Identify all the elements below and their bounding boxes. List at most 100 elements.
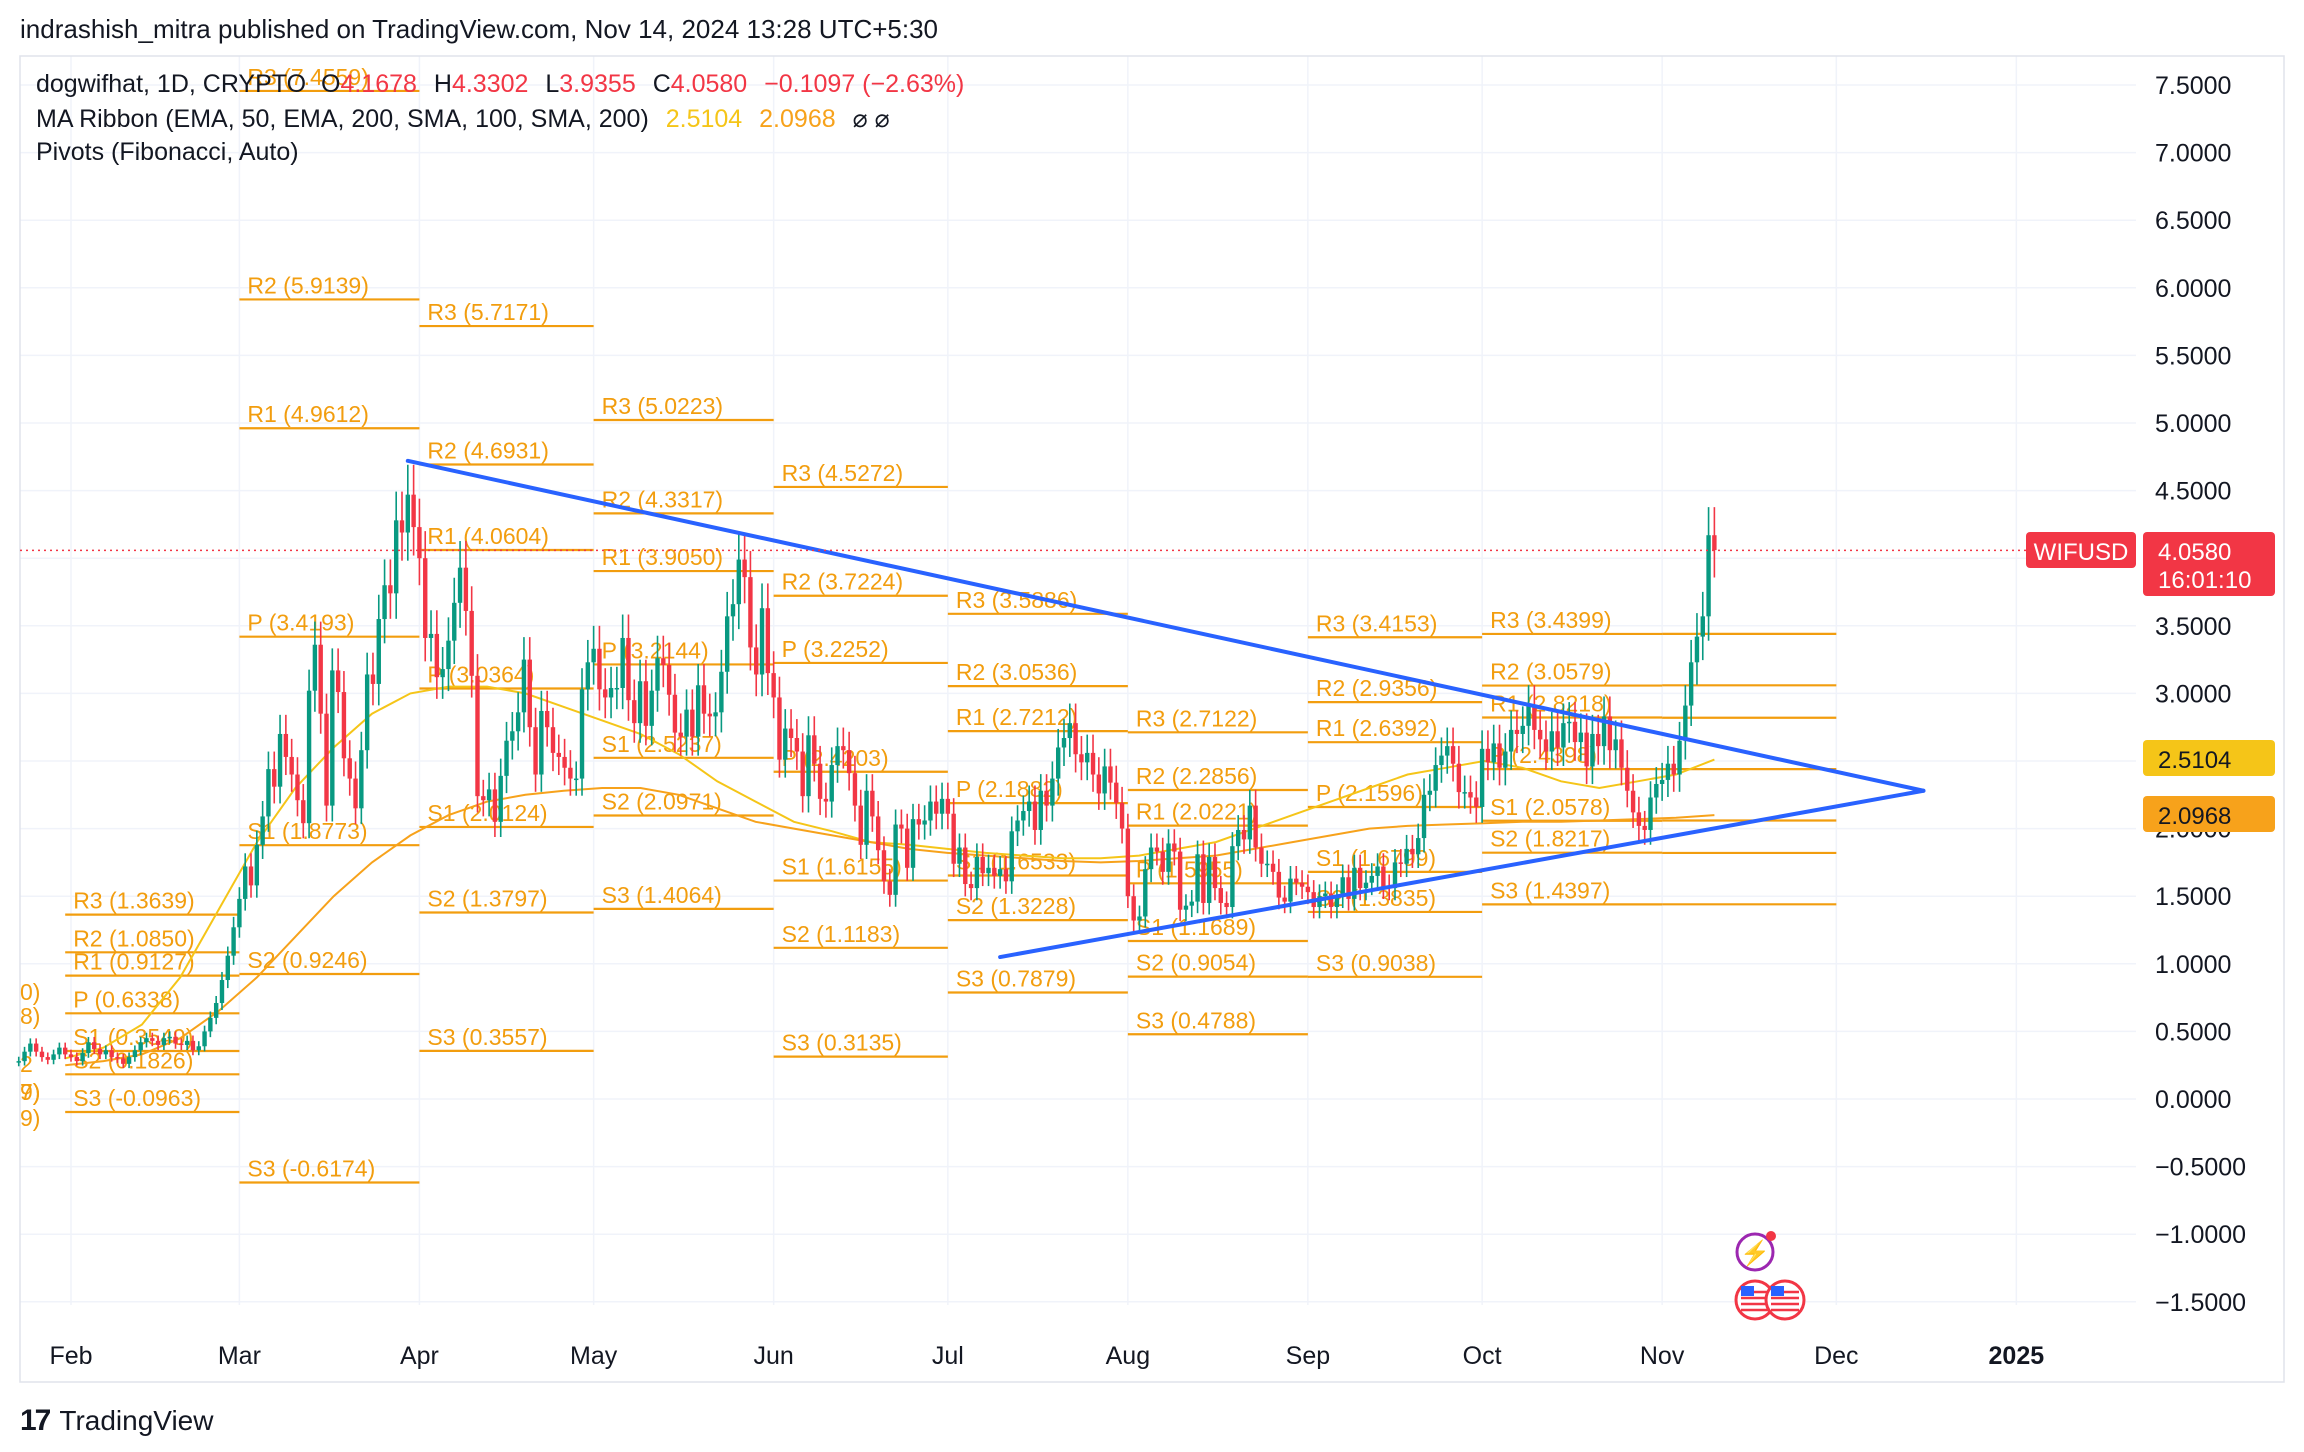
candle-body [1346, 877, 1351, 899]
candle-body [817, 763, 823, 799]
candle-body [1119, 802, 1125, 829]
candle-body [1677, 740, 1682, 775]
time-axis: Feb Mar Apr May Jun Jul Aug Sep Oct Nov Dec 2025 [49, 1342, 2044, 1370]
ma-value-2: 2.0968 [759, 105, 836, 133]
candle-body [556, 752, 561, 757]
pivot-label: R2 (4.6931) [427, 437, 548, 463]
pivot-label: R2 (3.0536) [956, 659, 1077, 685]
candle-body [1166, 843, 1171, 872]
candle-body [16, 1061, 21, 1063]
candle-body [364, 674, 370, 751]
candle-body [1067, 723, 1073, 739]
candle-body [1224, 902, 1229, 908]
candle-body [1532, 705, 1537, 730]
trendline [998, 788, 1926, 960]
candle-body [1601, 716, 1607, 747]
candle-body [841, 746, 846, 751]
trendline [405, 458, 1926, 793]
candle-body [881, 850, 887, 882]
candle-body [672, 694, 678, 733]
ma-value-1: 2.5104 [665, 105, 743, 133]
candle-body [1357, 867, 1363, 889]
candle-body [1201, 854, 1206, 903]
candle-body [1282, 897, 1287, 902]
y-tick-label: 0.0000 [2155, 1086, 2231, 1114]
candle-body [765, 608, 771, 674]
candle-body [150, 1038, 155, 1041]
candle-body [1259, 847, 1264, 864]
pivot-label: R1 (0.9127) [73, 949, 194, 975]
flag-canton [1771, 1286, 1784, 1296]
legend-c-label: C [652, 70, 671, 98]
candle-body [632, 700, 637, 724]
pivot-label: R2 (5.9139) [247, 272, 368, 298]
pivot-label: S2 (1.8217) [1490, 826, 1610, 852]
y-tick-label: −1.0000 [2155, 1221, 2246, 1249]
candle-body [562, 756, 567, 768]
candle-body [922, 820, 927, 825]
candle-body [568, 767, 573, 779]
candle-body [393, 520, 399, 594]
legend-o-label: O [321, 70, 341, 98]
candle-body [1671, 763, 1676, 775]
candle-body [155, 1040, 161, 1045]
candle-body [695, 685, 701, 737]
pivots-label: Pivots (Fibonacci, Auto) [36, 138, 299, 166]
candle-body [190, 1040, 196, 1051]
candle-body [213, 1003, 219, 1018]
tradingview-logo[interactable]: 17 TradingView [20, 1404, 213, 1438]
candle-body [1085, 752, 1090, 763]
candle-body [963, 847, 968, 885]
candle-body [1526, 705, 1531, 726]
candle-body [260, 816, 265, 845]
candle-body [835, 746, 840, 766]
candle-body [1520, 725, 1525, 734]
ma-ribbon [64, 685, 1715, 1067]
candle-body [1561, 723, 1566, 748]
candle-body [1508, 729, 1514, 752]
pivot-label: S1 (2.0578) [1490, 794, 1610, 820]
candle-body [266, 769, 271, 817]
candle-body [1317, 896, 1322, 908]
candle-body [1625, 767, 1630, 791]
x-tick-label: Apr [400, 1342, 439, 1370]
candle-body [777, 697, 782, 760]
candle-body [1230, 846, 1235, 908]
candle-body [347, 758, 352, 779]
candle-body [1114, 782, 1119, 803]
candle-body [713, 712, 718, 717]
candle-body [585, 662, 591, 690]
pivot-label: S1 (2.5237) [602, 731, 722, 757]
x-tick-label: Dec [1814, 1342, 1858, 1370]
flag-canton [1741, 1286, 1754, 1296]
candle-body [997, 869, 1003, 876]
pivot-label: R3 (3.5886) [956, 587, 1077, 613]
legend-change: −0.1097 (−2.63%) [764, 70, 965, 98]
candle-body [173, 1036, 178, 1044]
candle-body [1654, 783, 1659, 798]
candle-body [254, 844, 260, 886]
candle-body [382, 585, 387, 620]
candle-body [1555, 731, 1560, 748]
candle-body [637, 681, 643, 724]
candle-body [289, 756, 294, 775]
y-tick-label: 0.5000 [2155, 1018, 2231, 1046]
pivot-label: R3 (5.0223) [602, 393, 723, 419]
candle-body [1148, 847, 1154, 870]
candle-body [1543, 739, 1549, 752]
pivot-label: S3 (0.3135) [782, 1030, 902, 1056]
pivot-label: S3 (1.4397) [1490, 877, 1610, 903]
candle-body [759, 608, 765, 675]
candle-body [643, 681, 649, 726]
candle-body [1700, 616, 1705, 637]
candle-body [1683, 705, 1688, 741]
candle-body [1398, 862, 1404, 864]
pivot-label: S2 (1.3228) [956, 893, 1076, 919]
x-tick-label: Feb [49, 1342, 92, 1370]
candle-body [1433, 765, 1438, 791]
candle-body [521, 659, 527, 713]
x-tick-label: May [570, 1342, 618, 1370]
candle-body [1665, 763, 1671, 780]
candle-body [1108, 766, 1113, 783]
